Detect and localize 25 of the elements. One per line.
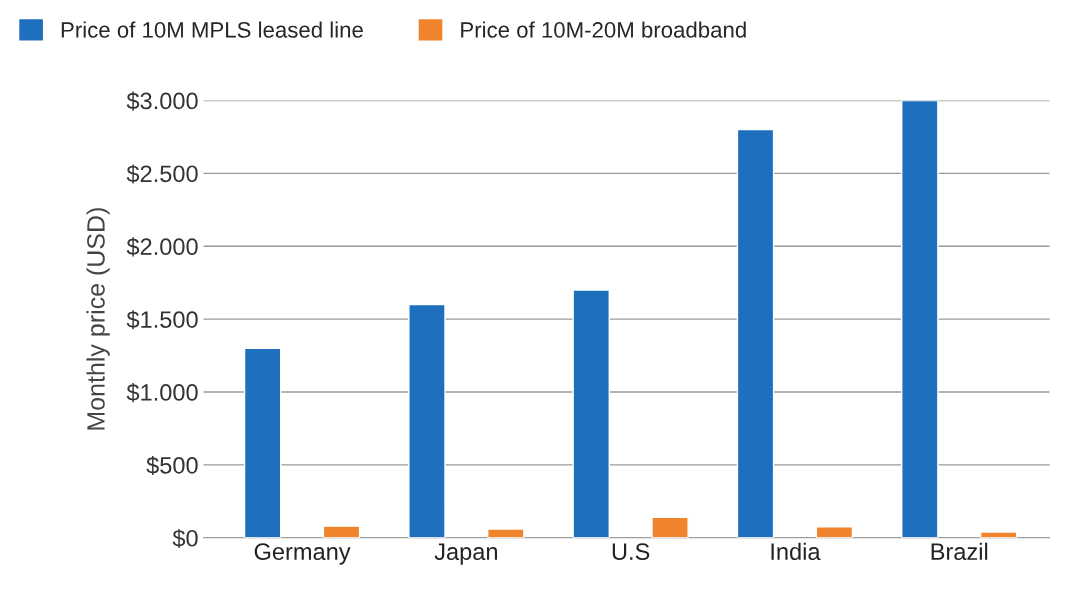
y-tick-label: $1.500	[126, 310, 198, 330]
x-tick-label: India	[771, 542, 821, 561]
y-axis-title: Monthly price (USD)	[86, 208, 110, 430]
y-tick-label: $0	[172, 528, 198, 548]
bar	[243, 347, 282, 538]
bar	[572, 289, 610, 538]
bar	[815, 526, 854, 538]
legend-label: Price of 10M-20M broadband	[461, 21, 746, 38]
bar	[487, 528, 525, 538]
bar	[322, 525, 361, 538]
y-tick-label: $500	[146, 456, 198, 476]
y-tick-label: $3.000	[126, 91, 198, 111]
bar	[979, 531, 1018, 538]
legend-label: Price of 10M MPLS leased line	[61, 21, 363, 38]
x-tick-label: Brazil	[931, 542, 988, 561]
x-tick-label: Germany	[254, 543, 351, 565]
y-tick-label: $2.000	[126, 237, 198, 257]
x-tick-label: U.S	[612, 543, 650, 561]
bar	[736, 128, 775, 538]
bar	[651, 516, 689, 538]
y-tick-label: $1.000	[126, 383, 198, 403]
x-tick-label: Japan	[434, 543, 497, 565]
bar	[408, 303, 446, 538]
bar	[901, 100, 939, 538]
y-tick-label: $2.500	[126, 164, 198, 184]
